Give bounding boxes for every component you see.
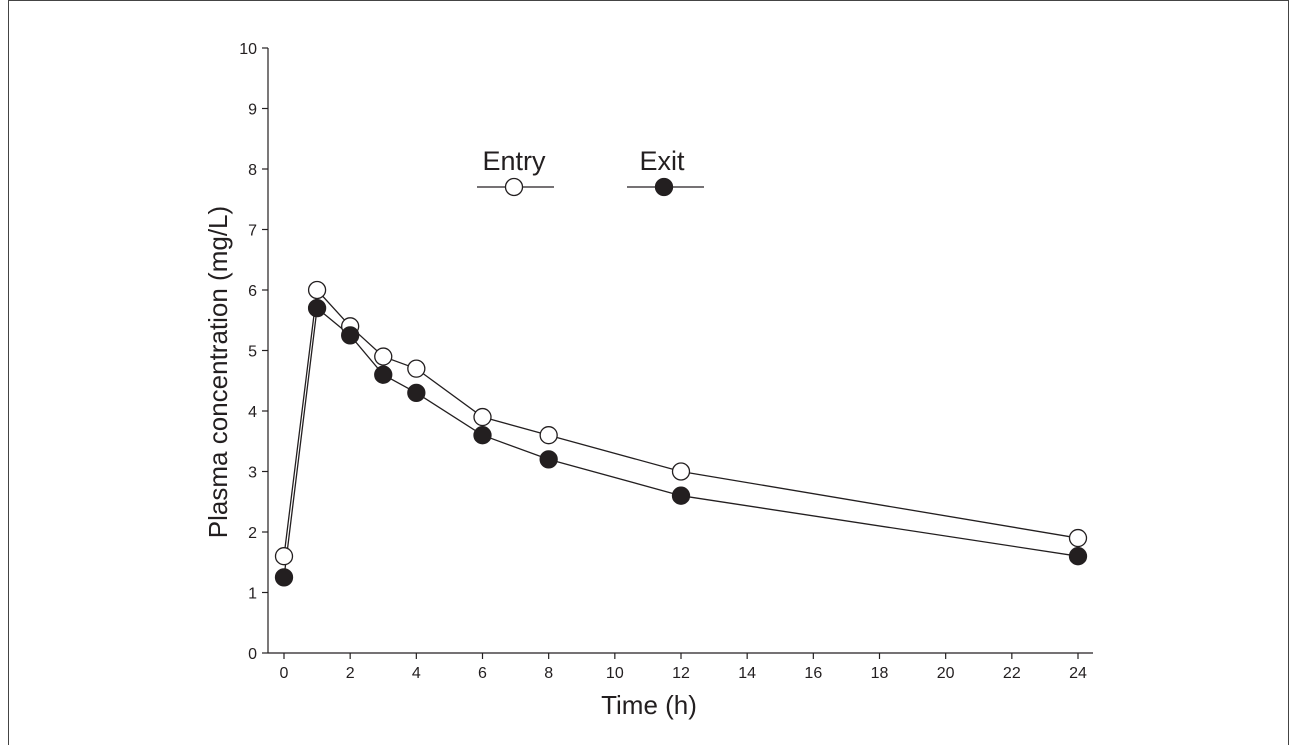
x-tick-label: 24 (1069, 665, 1087, 682)
x-tick-label: 10 (606, 665, 624, 682)
data-point-entry (307, 280, 327, 300)
x-tick-label: 8 (544, 665, 553, 682)
data-point-entry (274, 547, 294, 566)
y-tick-label: 9 (248, 102, 257, 119)
data-point-exit (374, 365, 393, 384)
data-point-entry (374, 347, 393, 366)
figure-frame (8, 0, 1289, 745)
series-line-entry (283, 288, 1079, 557)
y-tick-label: 8 (248, 162, 257, 179)
y-tick-label: 2 (248, 525, 257, 542)
x-tick-label: 2 (346, 665, 355, 682)
x-tick-label: 18 (871, 665, 889, 682)
y-tick-label: 10 (239, 41, 257, 58)
legend-label-exit: Exit (639, 146, 685, 176)
y-tick-label: 7 (248, 223, 257, 240)
legend-label-entry: Entry (482, 146, 546, 176)
y-axis-title: Plasma concentration (mg/L) (203, 206, 233, 538)
data-point-entry (473, 407, 492, 427)
data-point-exit (1068, 547, 1088, 566)
y-tick-label: 4 (248, 404, 257, 421)
x-tick-label: 14 (738, 665, 756, 682)
data-point-entry (671, 462, 691, 481)
y-tick-label: 5 (248, 344, 257, 361)
data-point-exit (671, 486, 691, 505)
data-point-exit (341, 326, 360, 345)
data-point-entry (1068, 528, 1088, 548)
x-tick-label: 6 (478, 665, 487, 682)
data-point-entry (539, 426, 558, 445)
x-tick-label: 20 (937, 665, 955, 682)
x-tick-label: 16 (804, 665, 822, 682)
series-lines (283, 288, 1079, 578)
y-tick-label: 0 (248, 646, 257, 663)
data-point-exit (473, 426, 492, 445)
x-tick-label: 22 (1003, 665, 1021, 682)
series-line-exit (283, 306, 1079, 578)
data-point-entry (407, 359, 426, 378)
legend: Entry Exit (477, 146, 704, 197)
legend-marker-entry (504, 177, 524, 197)
series-markers (274, 280, 1088, 587)
x-tick-label: 4 (412, 665, 421, 682)
data-point-exit (407, 383, 426, 403)
x-tick-label: 12 (672, 665, 690, 682)
data-point-exit (539, 450, 558, 469)
data-point-exit (307, 298, 327, 318)
x-tick-label: 0 (280, 665, 289, 682)
x-axis-title: Time (h) (601, 690, 697, 720)
legend-marker-exit (654, 177, 674, 197)
y-tick-label: 3 (248, 465, 257, 482)
y-tick-label: 6 (248, 283, 257, 300)
data-point-exit (274, 568, 294, 587)
y-tick-label: 1 (248, 586, 257, 603)
